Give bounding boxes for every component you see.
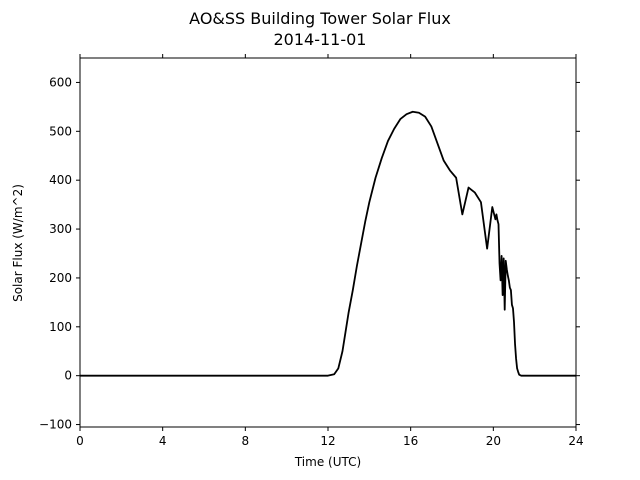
- x-tick-label-3: 12: [320, 434, 335, 448]
- y-axis-ticks: −100 0 100 200 300 400 500 600: [39, 75, 580, 432]
- x-tick-label-1: 4: [159, 434, 167, 448]
- y-tick-label-3: 200: [49, 271, 72, 285]
- x-axis-label: Time (UTC): [294, 455, 361, 469]
- y-tick-label-6: 500: [49, 124, 72, 138]
- plot-area: [79, 57, 577, 428]
- y-tick-label-0: −100: [39, 418, 72, 432]
- y-tick-label-4: 300: [49, 222, 72, 236]
- x-tick-label-6: 24: [568, 434, 583, 448]
- chart-title: AO&SS Building Tower Solar Flux: [189, 9, 451, 28]
- solar-flux-line: [80, 110, 576, 377]
- chart-subtitle: 2014-11-01: [274, 30, 367, 49]
- x-tick-label-0: 0: [76, 434, 84, 448]
- y-tick-label-1: 0: [64, 369, 72, 383]
- y-tick-label-2: 100: [49, 320, 72, 334]
- y-tick-label-5: 400: [49, 173, 72, 187]
- y-tick-label-7: 600: [49, 75, 72, 89]
- x-tick-label-2: 8: [242, 434, 250, 448]
- y-axis-label: Solar Flux (W/m^2): [11, 184, 25, 302]
- x-axis-ticks: 0 4 8 12 16 20 24: [76, 54, 584, 448]
- x-tick-label-5: 20: [486, 434, 501, 448]
- x-tick-label-4: 16: [403, 434, 418, 448]
